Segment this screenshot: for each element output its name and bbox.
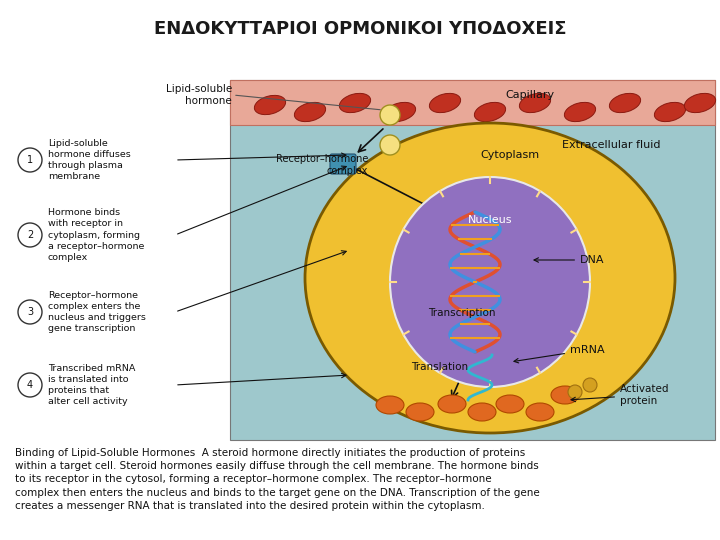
Ellipse shape — [384, 103, 415, 122]
Circle shape — [380, 135, 400, 155]
Ellipse shape — [496, 395, 524, 413]
Text: 3: 3 — [27, 307, 33, 317]
Text: Activated
protein: Activated protein — [571, 384, 670, 406]
Ellipse shape — [429, 93, 461, 113]
Ellipse shape — [519, 93, 551, 113]
Ellipse shape — [564, 103, 595, 122]
Text: Extracellular fluid: Extracellular fluid — [562, 140, 660, 150]
Ellipse shape — [294, 103, 325, 122]
Ellipse shape — [654, 103, 685, 122]
Circle shape — [18, 300, 42, 324]
Ellipse shape — [551, 386, 579, 404]
Text: Cytoplasm: Cytoplasm — [480, 150, 539, 160]
Circle shape — [18, 373, 42, 397]
Ellipse shape — [438, 395, 466, 413]
Text: 1: 1 — [27, 155, 33, 165]
Ellipse shape — [609, 93, 641, 113]
Ellipse shape — [339, 93, 371, 113]
Circle shape — [18, 223, 42, 247]
Text: Transcription: Transcription — [428, 308, 496, 318]
Text: Capillary: Capillary — [505, 90, 554, 100]
Text: Receptor–hormone
complex enters the
nucleus and triggers
gene transcription: Receptor–hormone complex enters the nucl… — [48, 291, 146, 333]
Text: Lipid-soluble
hormone: Lipid-soluble hormone — [166, 84, 232, 106]
Text: Receptor–hormone
complex: Receptor–hormone complex — [276, 154, 368, 176]
Text: mRNA: mRNA — [514, 345, 605, 363]
Bar — [230, 80, 715, 125]
Ellipse shape — [406, 403, 434, 421]
Ellipse shape — [468, 403, 496, 421]
Text: 4: 4 — [27, 380, 33, 390]
Ellipse shape — [685, 93, 716, 113]
Text: Lipid-soluble
hormone diffuses
through plasma
membrane: Lipid-soluble hormone diffuses through p… — [48, 139, 131, 181]
Circle shape — [18, 148, 42, 172]
Circle shape — [583, 378, 597, 392]
Ellipse shape — [254, 96, 286, 114]
Ellipse shape — [526, 403, 554, 421]
Ellipse shape — [474, 103, 505, 122]
Ellipse shape — [376, 396, 404, 414]
Bar — [230, 80, 715, 440]
FancyBboxPatch shape — [330, 154, 356, 174]
Circle shape — [568, 385, 582, 399]
Circle shape — [380, 105, 400, 125]
Text: ΕΝΔΟΚΥΤΤΑΡΙΟΙ ΟΡΜΟΝΙΚΟΙ ΥΠΟΔΟΧΕΙΣ: ΕΝΔΟΚΥΤΤΑΡΙΟΙ ΟΡΜΟΝΙΚΟΙ ΥΠΟΔΟΧΕΙΣ — [153, 20, 567, 38]
Text: Translation: Translation — [411, 362, 469, 372]
Text: Transcribed mRNA
is translated into
proteins that
alter cell activity: Transcribed mRNA is translated into prot… — [48, 364, 135, 406]
Text: Hormone binds
with receptor in
cytoplasm, forming
a receptor–hormone
complex: Hormone binds with receptor in cytoplasm… — [48, 208, 145, 262]
Text: DNA: DNA — [534, 255, 605, 265]
Ellipse shape — [305, 123, 675, 433]
Text: 2: 2 — [27, 230, 33, 240]
Ellipse shape — [390, 177, 590, 387]
Text: Binding of Lipid-Soluble Hormones  A steroid hormone directly initiates the prod: Binding of Lipid-Soluble Hormones A ster… — [15, 448, 540, 511]
Text: Nucleus: Nucleus — [468, 215, 512, 225]
